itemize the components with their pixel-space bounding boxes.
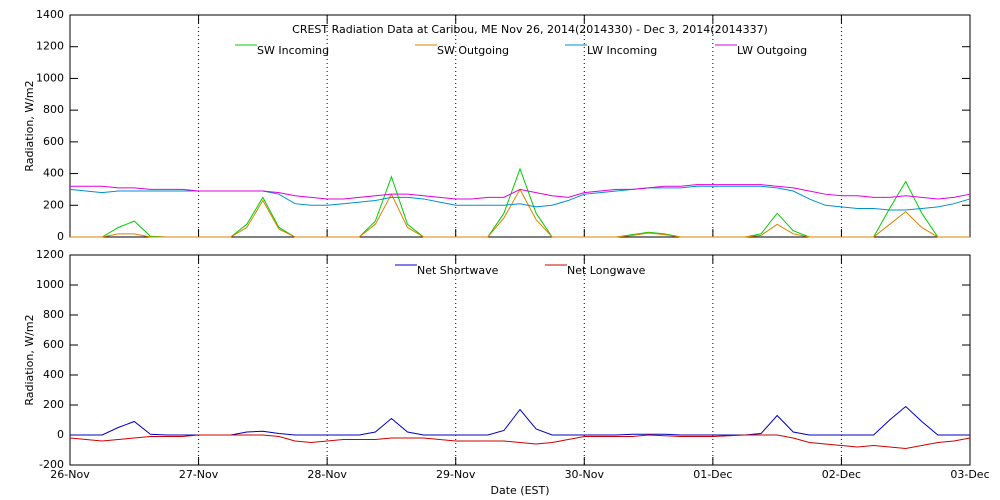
data-line <box>70 188 970 238</box>
y-tick-label: 400 <box>43 368 64 381</box>
x-tick-label: 01-Dec <box>693 468 732 481</box>
y-tick-label: 0 <box>57 230 64 243</box>
y-axis-label: Radiation, W/m2 <box>23 314 36 405</box>
y-tick-label: 1400 <box>36 8 64 21</box>
legend-label: Net Longwave <box>567 264 646 277</box>
legend-label: SW Outgoing <box>437 44 509 57</box>
legend-label: LW Outgoing <box>737 44 807 57</box>
x-axis-label: Date (EST) <box>490 484 549 497</box>
y-tick-label: 600 <box>43 338 64 351</box>
y-tick-label: -200 <box>39 458 64 471</box>
legend-label: LW Incoming <box>587 44 657 57</box>
x-tick-label: 28-Nov <box>307 468 347 481</box>
y-tick-label: 400 <box>43 167 64 180</box>
y-axis-label: Radiation, W/m2 <box>23 80 36 171</box>
x-tick-label: 29-Nov <box>436 468 476 481</box>
data-line <box>70 184 971 200</box>
y-tick-label: 600 <box>43 135 64 148</box>
legend-label: SW Incoming <box>257 44 329 57</box>
x-tick-label: 02-Dec <box>822 468 861 481</box>
legend-label: Net Shortwave <box>417 264 499 277</box>
data-line <box>70 405 970 436</box>
y-tick-label: 1200 <box>36 248 64 261</box>
data-line <box>70 167 970 238</box>
y-tick-label: 1200 <box>36 40 64 53</box>
x-tick-label: 03-Dec <box>950 468 989 481</box>
data-line <box>69 434 971 450</box>
x-tick-label: 30-Nov <box>565 468 605 481</box>
y-tick-label: 800 <box>43 308 64 321</box>
y-tick-label: 200 <box>43 198 64 211</box>
plot-frame <box>69 254 971 466</box>
y-tick-label: 1000 <box>36 71 64 84</box>
x-tick-label: 26-Nov <box>50 468 90 481</box>
y-tick-label: 0 <box>57 428 64 441</box>
plot-frame <box>69 14 971 238</box>
y-tick-label: 1000 <box>36 278 64 291</box>
y-tick-label: 800 <box>43 103 64 116</box>
chart-title: CREST Radiation Data at Caribou, ME Nov … <box>292 23 768 36</box>
x-tick-label: 27-Nov <box>179 468 219 481</box>
y-tick-label: 200 <box>43 398 64 411</box>
